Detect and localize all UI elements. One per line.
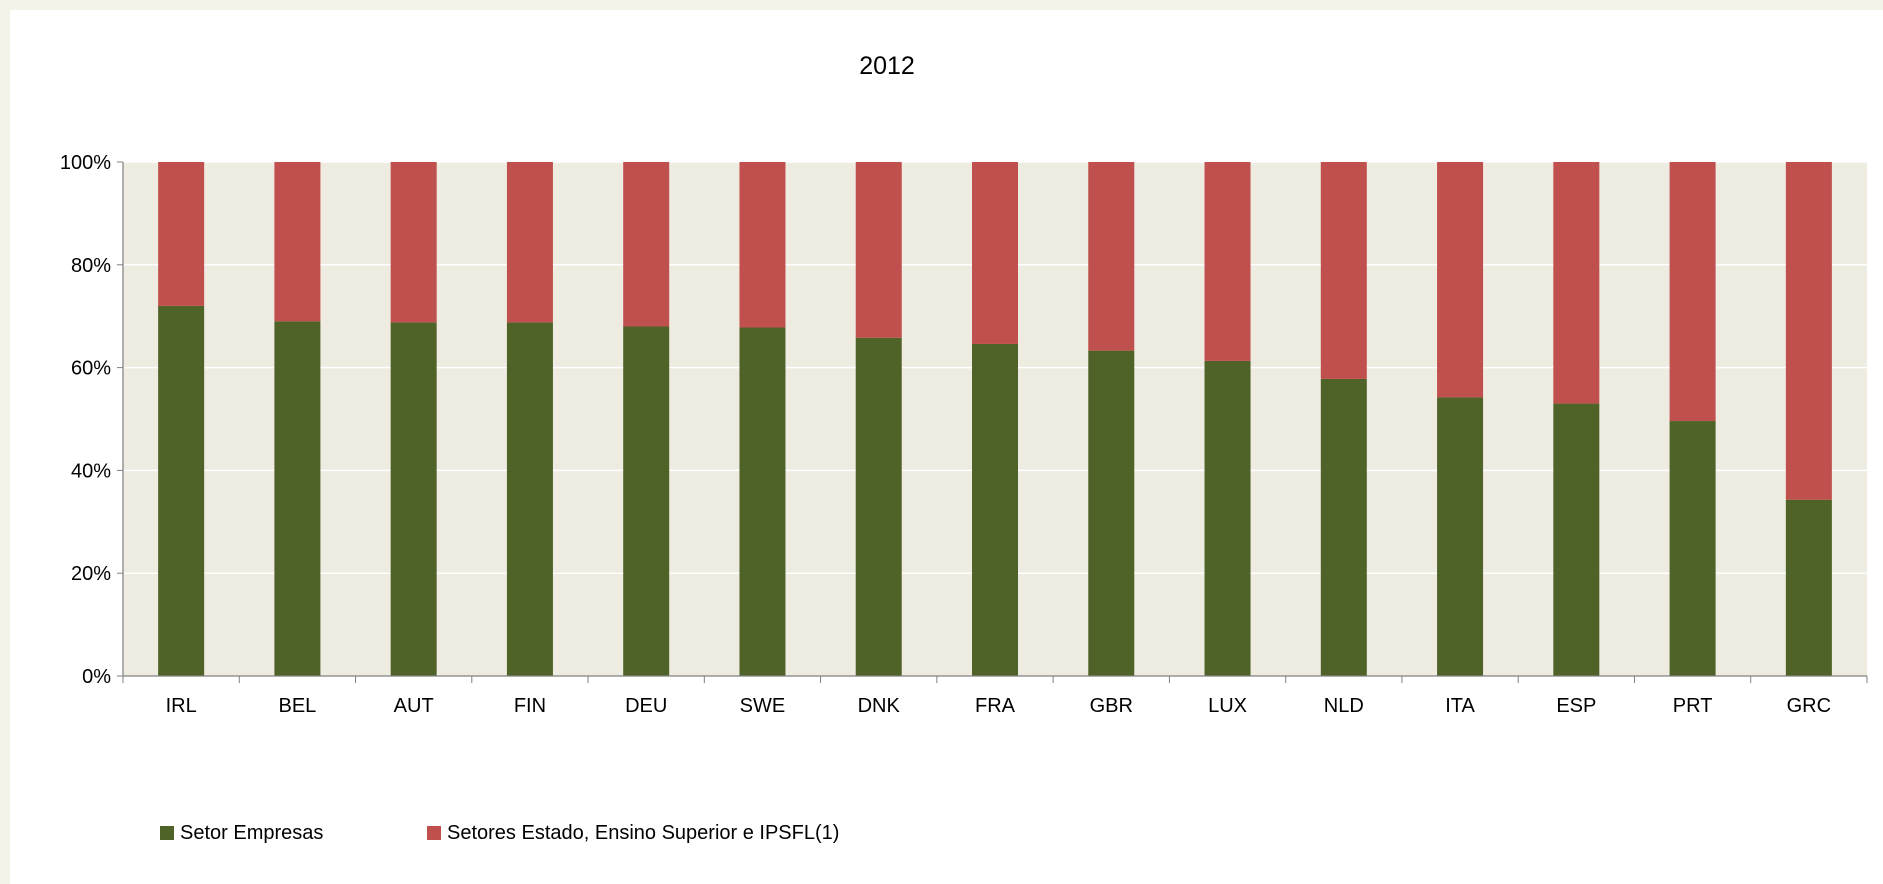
bar-irl-series-1 xyxy=(158,305,205,676)
x-tick-label: BEL xyxy=(278,695,316,717)
bar-dnk-series-2 xyxy=(855,162,902,338)
x-tick-label: FIN xyxy=(514,695,546,717)
bar-ita-series-1 xyxy=(1437,397,1484,676)
bar-nld-series-1 xyxy=(1320,378,1367,676)
bar-prt-series-1 xyxy=(1669,421,1716,676)
bar-fra-series-2 xyxy=(972,162,1018,344)
chart-title: 2012 xyxy=(859,52,915,80)
y-tick-label: 0% xyxy=(82,666,111,688)
bar-esp-series-1 xyxy=(1553,403,1600,676)
bar-ita-series-2 xyxy=(1437,162,1484,398)
bar-esp-series-2 xyxy=(1553,162,1600,404)
bar-aut-series-2 xyxy=(390,162,437,323)
bar-aut-series-1 xyxy=(390,322,437,676)
y-tick-label: 60% xyxy=(71,358,111,380)
bar-deu-series-1 xyxy=(623,326,670,676)
bar-bel-series-2 xyxy=(274,162,321,322)
bar-gbr-series-1 xyxy=(1088,350,1135,676)
chart-frame: 2012 0% 20% 40% 60% 80% 100% IRL BEL AUT FIN DEU SW… xyxy=(10,10,1883,884)
x-tick-label: AUT xyxy=(394,695,434,717)
bar-fin-series-1 xyxy=(506,322,553,676)
bar-fin-series-2 xyxy=(506,162,553,323)
plot-area: 0% 20% 40% 60% 80% 100% IRL BEL AUT FIN DEU SWE DNK F… xyxy=(60,152,1868,717)
y-tick-label: 20% xyxy=(71,563,111,585)
bar-swe-series-1 xyxy=(739,327,786,676)
x-tick-label: PRT xyxy=(1673,695,1713,717)
bar-deu-series-2 xyxy=(623,162,670,327)
bar-prt-series-2 xyxy=(1669,162,1716,422)
bar-grc-series-1 xyxy=(1785,499,1832,676)
bar-nld-series-2 xyxy=(1320,162,1367,379)
x-tick-label: IRL xyxy=(166,695,197,717)
legend-swatch-series-1 xyxy=(160,826,174,840)
y-tick-label: 80% xyxy=(71,255,111,277)
bar-grc-series-2 xyxy=(1785,162,1832,500)
bar-irl-series-2 xyxy=(158,162,205,306)
bar-fra-series-1 xyxy=(972,343,1018,676)
bar-dnk-series-1 xyxy=(855,337,902,676)
bar-bel-series-1 xyxy=(274,321,321,676)
x-tick-label: DEU xyxy=(625,695,667,717)
stacked-bar-chart: 2012 0% 20% 40% 60% 80% 100% IRL BEL AUT FIN DEU SW… xyxy=(60,52,1868,844)
y-tick-label: 100% xyxy=(60,152,111,174)
y-tick-label: 40% xyxy=(71,460,111,482)
x-tick-label: FRA xyxy=(975,695,1016,717)
bar-lux-series-1 xyxy=(1204,360,1251,676)
bar-gbr-series-2 xyxy=(1088,162,1135,351)
legend: Setor Empresas Setores Estado, Ensino Sup… xyxy=(160,822,839,844)
legend-label-series-1: Setor Empresas xyxy=(180,822,323,844)
x-tick-label: LUX xyxy=(1208,695,1247,717)
legend-swatch-series-2 xyxy=(427,826,441,840)
x-tick-label: GBR xyxy=(1090,695,1133,717)
x-tick-label: DNK xyxy=(858,695,901,717)
x-tick-label: GRC xyxy=(1787,695,1831,717)
legend-label-series-2: Setores Estado, Ensino Superior e IPSFL(… xyxy=(447,822,839,844)
x-tick-label: SWE xyxy=(740,695,786,717)
x-tick-label: ITA xyxy=(1445,695,1475,717)
x-tick-label: NLD xyxy=(1324,695,1364,717)
x-tick-label: ESP xyxy=(1556,695,1596,717)
bar-swe-series-2 xyxy=(739,162,786,328)
bar-lux-series-2 xyxy=(1204,162,1251,361)
